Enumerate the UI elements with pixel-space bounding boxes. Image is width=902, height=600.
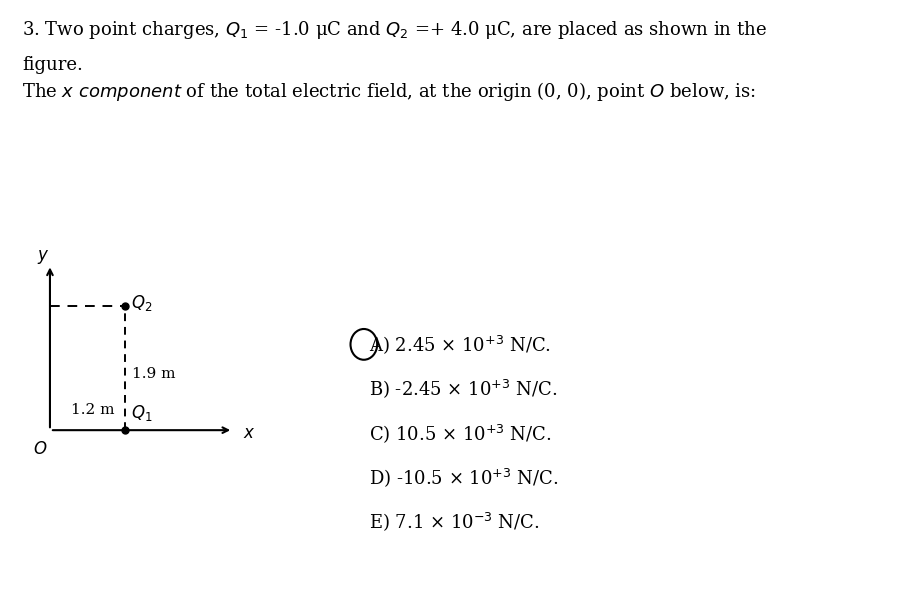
Text: B) -2.45 × 10$^{+3}$ N/C.: B) -2.45 × 10$^{+3}$ N/C. [369, 377, 557, 400]
Text: 1.2 m: 1.2 m [70, 403, 115, 417]
Text: $x$: $x$ [244, 425, 255, 442]
Text: $\mathit{Q}_1$: $\mathit{Q}_1$ [131, 403, 152, 423]
Text: figure.: figure. [23, 56, 83, 74]
Text: $\mathit{Q}_2$: $\mathit{Q}_2$ [131, 293, 152, 313]
Text: C) 10.5 × 10$^{+3}$ N/C.: C) 10.5 × 10$^{+3}$ N/C. [369, 422, 551, 445]
Text: E) 7.1 × 10$^{-3}$ N/C.: E) 7.1 × 10$^{-3}$ N/C. [369, 511, 539, 533]
Text: 3. Two point charges, $\mathit{Q}_1$ = -1.0 μC and $\mathit{Q}_2$ =+ 4.0 μC, are: 3. Two point charges, $\mathit{Q}_1$ = -… [23, 19, 768, 41]
Text: A) 2.45 × 10$^{+3}$ N/C.: A) 2.45 × 10$^{+3}$ N/C. [369, 333, 551, 356]
Text: $O$: $O$ [32, 441, 47, 458]
Text: 1.9 m: 1.9 m [132, 367, 175, 381]
Text: $y$: $y$ [37, 248, 50, 266]
Text: The $x$ $\mathit{component}$ of the total electric field, at the origin (0, 0), : The $x$ $\mathit{component}$ of the tota… [23, 80, 757, 103]
Text: D) -10.5 × 10$^{+3}$ N/C.: D) -10.5 × 10$^{+3}$ N/C. [369, 466, 558, 489]
